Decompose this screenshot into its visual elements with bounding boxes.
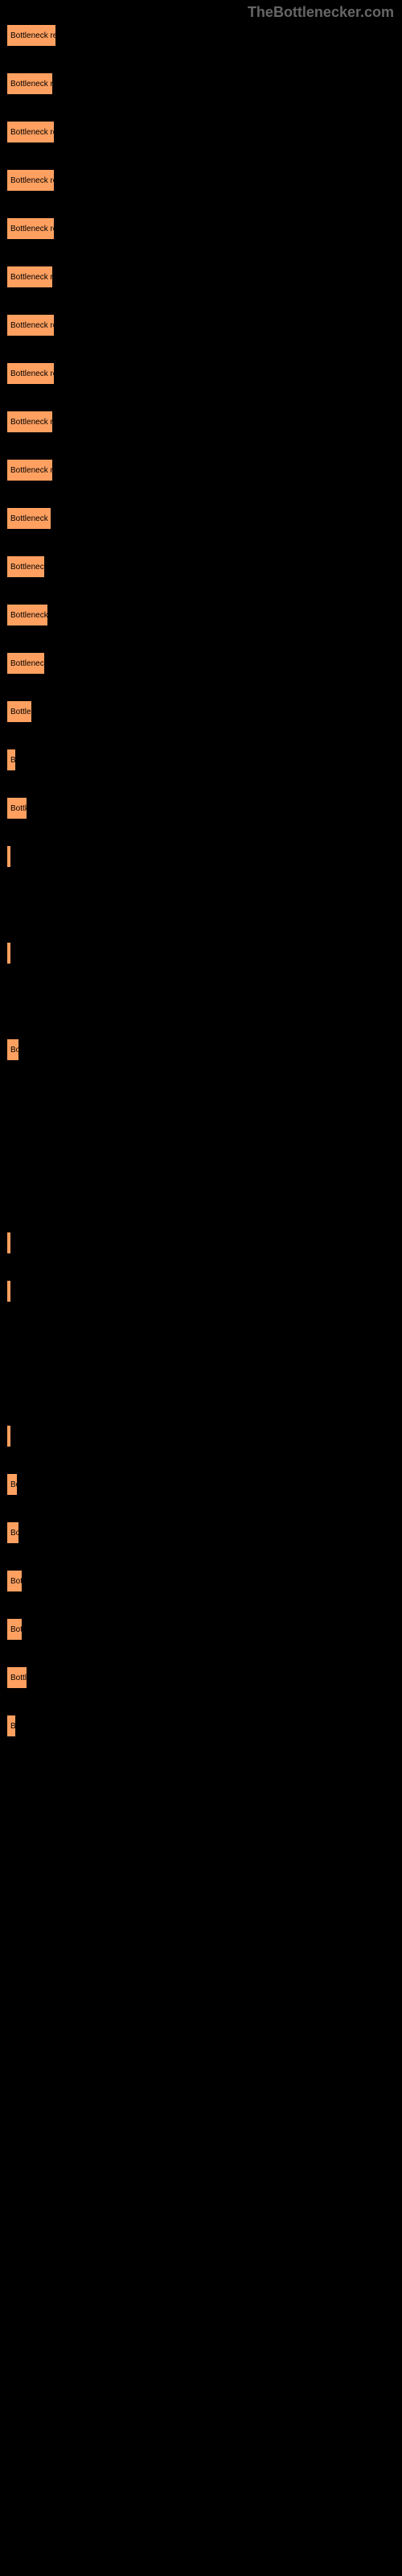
chart-bar: Bottleneck res (6, 169, 55, 192)
bar-row: Bot (6, 1618, 402, 1641)
chart-bar: Bo (6, 1521, 19, 1544)
bar-row: Bottleneck re (6, 507, 402, 530)
chart-bar: Bottleneck res (6, 72, 53, 95)
bar-row: B (6, 1715, 402, 1737)
bar-row: Bottleneck resu (6, 24, 402, 47)
bar-row (6, 1425, 402, 1447)
chart-bar (6, 1280, 11, 1302)
chart-bar: Bottk (6, 797, 27, 819)
chart-bar: Bottleneck res (6, 362, 55, 385)
bar-row: Bottleneck res (6, 121, 402, 143)
bar-row: Bottk (6, 797, 402, 819)
bar-row: B (6, 749, 402, 771)
chart-bar: Bottleneck re (6, 507, 51, 530)
bar-row: Bottleneck res (6, 314, 402, 336)
chart-bar: B (6, 1715, 16, 1737)
chart-bar: Bottleneck resu (6, 24, 56, 47)
bar-row (6, 990, 402, 1013)
bar-row: Bottleneck res (6, 362, 402, 385)
chart-bar: Bottleneck res (6, 314, 55, 336)
chart-bar: Bottleneck res (6, 217, 55, 240)
chart-bar: Bottleneck re (6, 459, 53, 481)
chart-bar: Bot (6, 1618, 23, 1641)
chart-bar (6, 845, 11, 868)
bar-row (6, 1328, 402, 1351)
chart-bar: Bot (6, 1570, 23, 1592)
bar-row: Bo (6, 1473, 402, 1496)
chart-bar: Bottleneck (6, 555, 45, 578)
bar-row: Bottleneck re (6, 411, 402, 433)
bar-row (6, 1377, 402, 1399)
bar-row: Bottleneck (6, 652, 402, 675)
bar-row: Bottleneck res (6, 169, 402, 192)
bar-row: Bottleneck res (6, 72, 402, 95)
chart-bar: Bottleneck (6, 652, 45, 675)
bar-row: Bottleneck r (6, 604, 402, 626)
bar-row (6, 1087, 402, 1109)
chart-bar: Bottl (6, 1666, 27, 1689)
chart-bar: Bottleneck res (6, 266, 53, 288)
bar-row: Bottleneck res (6, 217, 402, 240)
bar-row: Bo (6, 1521, 402, 1544)
bar-row: Bo (6, 1038, 402, 1061)
bar-row: Bot (6, 1570, 402, 1592)
bar-row: Bottl (6, 1666, 402, 1689)
chart-bar (6, 942, 11, 964)
bar-row (6, 1183, 402, 1206)
bar-row: Bottleneck (6, 555, 402, 578)
bar-row (6, 894, 402, 916)
chart-bar (6, 1425, 11, 1447)
chart-bar: Bottleneck r (6, 604, 48, 626)
bar-row (6, 1135, 402, 1158)
bar-chart: Bottleneck resu Bottleneck res Bottleneck … (0, 0, 402, 1737)
chart-bar: Bo (6, 1473, 18, 1496)
bar-row (6, 845, 402, 868)
bar-row: Bottlen (6, 700, 402, 723)
watermark-text: TheBottlenecker.com (248, 4, 394, 21)
bar-row (6, 1280, 402, 1302)
bar-row (6, 942, 402, 964)
chart-bar: Bottlen (6, 700, 32, 723)
chart-bar: Bottleneck res (6, 121, 55, 143)
chart-bar: Bo (6, 1038, 19, 1061)
bar-row: Bottleneck res (6, 266, 402, 288)
bar-row (6, 1232, 402, 1254)
chart-bar: B (6, 749, 16, 771)
chart-bar (6, 1232, 11, 1254)
bar-row: Bottleneck re (6, 459, 402, 481)
chart-bar: Bottleneck re (6, 411, 53, 433)
